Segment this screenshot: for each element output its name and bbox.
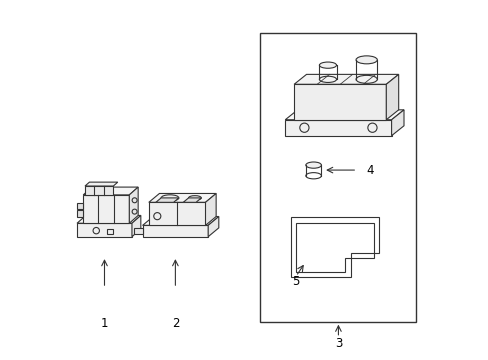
Ellipse shape [319, 62, 336, 68]
Bar [260, 33, 416, 322]
Polygon shape [129, 187, 138, 223]
Polygon shape [83, 187, 138, 195]
Ellipse shape [355, 56, 377, 64]
Text: 2: 2 [171, 317, 179, 330]
Bar [285, 120, 391, 136]
Polygon shape [205, 193, 216, 225]
Bar [77, 203, 83, 210]
Bar [107, 229, 112, 234]
Ellipse shape [305, 162, 321, 168]
Text: 4: 4 [366, 163, 373, 176]
Bar [85, 186, 113, 195]
Polygon shape [208, 216, 218, 237]
Bar [83, 195, 129, 223]
Bar [142, 225, 208, 237]
Ellipse shape [188, 196, 201, 200]
Polygon shape [285, 110, 403, 120]
Polygon shape [142, 216, 218, 225]
Polygon shape [133, 228, 142, 234]
Text: 5: 5 [292, 275, 299, 288]
Polygon shape [148, 193, 216, 202]
Polygon shape [77, 215, 141, 223]
Polygon shape [85, 182, 118, 186]
Bar [148, 202, 205, 225]
Polygon shape [391, 110, 403, 136]
Polygon shape [386, 75, 398, 120]
Bar [77, 210, 83, 216]
Text: 1: 1 [101, 317, 108, 330]
Polygon shape [183, 198, 201, 202]
Polygon shape [132, 215, 141, 237]
Ellipse shape [161, 195, 179, 201]
Polygon shape [293, 75, 398, 84]
Bar [293, 84, 386, 120]
Bar [77, 223, 132, 237]
Polygon shape [156, 198, 179, 202]
Text: 3: 3 [334, 337, 342, 350]
